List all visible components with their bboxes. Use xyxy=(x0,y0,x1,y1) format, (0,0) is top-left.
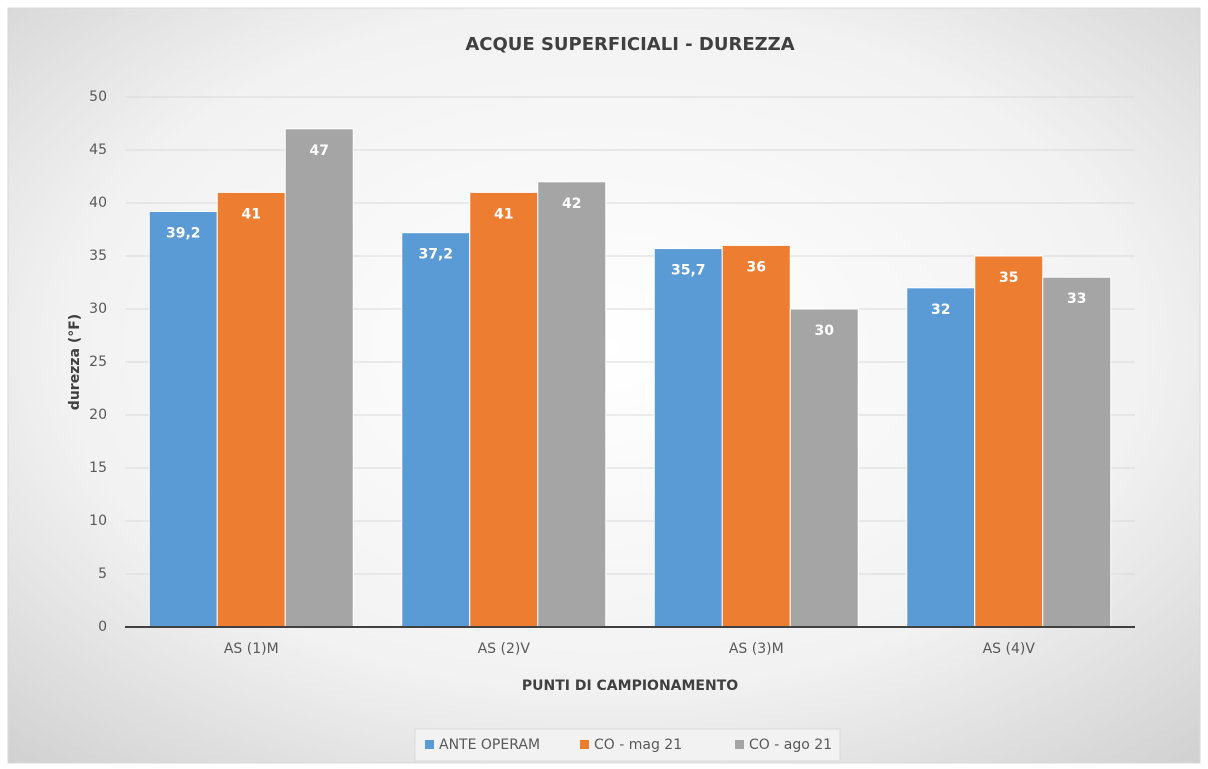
bar xyxy=(284,128,354,628)
x-tick-label: AS (4)V xyxy=(983,641,1036,657)
bar xyxy=(401,232,471,628)
legend-label: CO - ago 21 xyxy=(749,737,832,753)
legend-box xyxy=(414,728,841,762)
data-label: 41 xyxy=(494,206,513,222)
bar xyxy=(1042,276,1112,628)
y-tick-label: 15 xyxy=(89,460,107,476)
y-tick-label: 5 xyxy=(98,566,107,582)
legend-swatch xyxy=(425,740,434,749)
data-label: 36 xyxy=(747,259,766,275)
y-tick-label: 25 xyxy=(89,354,107,370)
data-label: 33 xyxy=(1067,291,1086,307)
y-tick-label: 10 xyxy=(89,513,107,529)
bar xyxy=(653,248,723,628)
y-tick-label: 45 xyxy=(89,142,107,158)
data-label: 35 xyxy=(999,270,1018,286)
y-tick-label: 20 xyxy=(89,407,107,423)
y-tick-label: 50 xyxy=(89,89,107,105)
x-tick-label: AS (3)M xyxy=(729,641,784,657)
data-label: 47 xyxy=(310,143,329,159)
data-label: 39,2 xyxy=(166,225,201,241)
legend-label: ANTE OPERAM xyxy=(439,737,540,753)
y-tick-label: 30 xyxy=(89,301,107,317)
data-label: 32 xyxy=(931,302,950,318)
legend-swatch xyxy=(580,740,589,749)
x-tick-label: AS (2)V xyxy=(478,641,531,657)
legend-label: CO - mag 21 xyxy=(594,737,682,753)
y-tick-label: 35 xyxy=(89,248,107,264)
y-tick-label: 0 xyxy=(98,619,107,635)
bar xyxy=(906,287,976,628)
bar xyxy=(469,191,539,628)
data-label: 42 xyxy=(562,196,581,212)
bar xyxy=(721,244,791,628)
x-tick-label: AS (1)M xyxy=(224,641,279,657)
chart-title: ACQUE SUPERFICIALI - DUREZZA xyxy=(465,34,794,55)
x-axis-title: PUNTI DI CAMPIONAMENTO xyxy=(522,678,738,694)
data-label: 35,7 xyxy=(671,263,706,279)
data-label: 41 xyxy=(242,206,261,222)
legend-swatch xyxy=(735,740,744,749)
bar xyxy=(974,255,1044,628)
bar xyxy=(148,210,218,628)
data-label: 37,2 xyxy=(418,247,453,263)
data-label: 30 xyxy=(815,323,835,339)
bar xyxy=(537,181,607,628)
bar xyxy=(216,191,286,628)
y-tick-label: 40 xyxy=(89,195,107,211)
y-axis-title: durezza (°F) xyxy=(67,314,83,410)
bar xyxy=(789,308,859,628)
